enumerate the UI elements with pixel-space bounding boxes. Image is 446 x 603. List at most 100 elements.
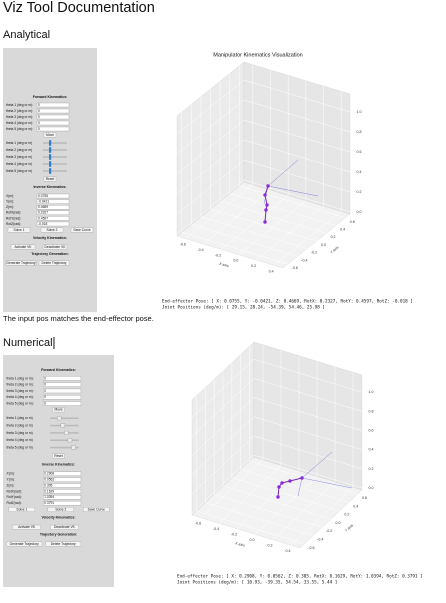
- button-label: Move: [46, 133, 54, 137]
- button-label: Solve 1: [16, 507, 27, 511]
- x-tick-label: 0.2: [251, 264, 256, 268]
- input-value: 0.4597: [38, 216, 48, 220]
- input-field[interactable]: [36, 193, 70, 199]
- slider-track[interactable]: [43, 170, 67, 172]
- button[interactable]: [6, 541, 43, 547]
- input-field[interactable]: [36, 205, 70, 210]
- button[interactable]: [38, 260, 70, 266]
- input-value: 0.3791: [44, 501, 54, 505]
- slider-track[interactable]: [43, 156, 67, 158]
- button-label: Generate Trajectory: [6, 261, 35, 265]
- slider-thumb[interactable]: [49, 140, 52, 146]
- input-field[interactable]: [42, 495, 82, 500]
- z-tick-label: 0.8: [357, 130, 362, 134]
- frame-axis: [297, 477, 303, 497]
- y-axis-label: Y axis: [329, 245, 339, 254]
- slider-label: theta 2 (deg or m): [6, 148, 32, 152]
- y-tick-label: 0.2: [344, 513, 349, 517]
- slider-track[interactable]: [50, 439, 79, 442]
- input-field[interactable]: [42, 388, 82, 394]
- input-value: 0: [38, 127, 40, 131]
- x-tick-label: -0.2: [215, 253, 221, 257]
- button[interactable]: [70, 227, 94, 233]
- robot-joint: [300, 476, 304, 480]
- slider-thumb[interactable]: [49, 161, 52, 167]
- slider-track[interactable]: [50, 417, 79, 420]
- robot-joint: [280, 481, 284, 485]
- frame-axis: [301, 477, 353, 489]
- button[interactable]: [12, 524, 41, 530]
- slider-thumb[interactable]: [49, 154, 52, 160]
- slider-track[interactable]: [43, 149, 67, 151]
- input-field[interactable]: [42, 489, 82, 494]
- slider-track[interactable]: [43, 142, 67, 144]
- input-field[interactable]: [42, 500, 82, 506]
- button[interactable]: [50, 524, 79, 530]
- input-field[interactable]: [42, 376, 82, 381]
- robot-joint: [263, 193, 267, 197]
- frame-axis: [267, 185, 319, 197]
- x-tick-label: 0.2: [268, 544, 273, 548]
- pose-text: End-effector Pose: [ X: 0.0755, Y: -0.04…: [162, 299, 413, 305]
- input-field[interactable]: [36, 216, 70, 221]
- input-field[interactable]: [42, 483, 82, 488]
- y-axis-label: Y axis: [344, 523, 354, 532]
- input-field[interactable]: [42, 477, 82, 482]
- slider-track[interactable]: [50, 446, 79, 449]
- input-field[interactable]: [36, 210, 70, 215]
- plot-title: Manipulator Kinematics Visualization: [213, 52, 302, 58]
- button[interactable]: [42, 244, 68, 250]
- input-field[interactable]: [42, 395, 82, 400]
- button-label: Delete Trajectory: [51, 542, 76, 546]
- input-field[interactable]: [42, 382, 82, 387]
- input-field[interactable]: [42, 471, 82, 476]
- button[interactable]: [52, 453, 65, 459]
- slider-track[interactable]: [43, 163, 67, 165]
- slider-thumb[interactable]: [64, 430, 69, 435]
- button[interactable]: [43, 176, 57, 182]
- button-label: Reset: [54, 454, 63, 458]
- x-tick-label: 0.4: [286, 549, 291, 553]
- grid-line: [191, 359, 255, 418]
- grid-line: [253, 397, 363, 431]
- figure: Forward Kinematics:theta 1 (deg or m): 0 t…: [3, 48, 413, 312]
- robot-joint: [265, 203, 269, 207]
- input-field[interactable]: [42, 401, 82, 406]
- grid-line: [243, 139, 351, 173]
- button[interactable]: [52, 407, 65, 413]
- button[interactable]: [83, 507, 110, 512]
- button[interactable]: [10, 244, 36, 250]
- slider-thumb[interactable]: [71, 445, 76, 450]
- input-field[interactable]: [36, 199, 70, 204]
- field-label: Y(m):: [7, 478, 15, 482]
- button[interactable]: [43, 132, 57, 138]
- slider-label: theta 5 (deg or m): [6, 169, 32, 173]
- slider-thumb[interactable]: [57, 416, 62, 421]
- input-value: 0.2908: [44, 472, 54, 476]
- y-tick-label: 0.2: [331, 235, 336, 239]
- input-field[interactable]: [36, 114, 70, 120]
- section-label: Inverse Kinematics:: [42, 462, 75, 466]
- button-label: Activate VK: [14, 245, 32, 249]
- button[interactable]: [7, 227, 31, 233]
- input-field[interactable]: [36, 108, 70, 114]
- input-value: 0: [44, 395, 46, 399]
- input-field[interactable]: [36, 102, 70, 108]
- input-field[interactable]: [36, 126, 70, 132]
- button[interactable]: [40, 227, 64, 233]
- slider-thumb[interactable]: [49, 168, 52, 174]
- button[interactable]: [47, 507, 75, 512]
- button[interactable]: [8, 507, 36, 512]
- button[interactable]: [5, 260, 37, 266]
- z-tick-label: 1.0: [357, 110, 362, 114]
- slider-thumb[interactable]: [49, 147, 52, 153]
- grid-line: [253, 454, 363, 489]
- y-tick-label: -0.4: [317, 538, 323, 542]
- input-value: 0.4669: [38, 205, 48, 209]
- input-field[interactable]: [36, 120, 70, 126]
- button[interactable]: [45, 541, 82, 547]
- slider-thumb[interactable]: [67, 438, 73, 443]
- slider-thumb[interactable]: [60, 423, 66, 428]
- input-field[interactable]: [36, 221, 70, 227]
- input-value: 0.0755: [38, 194, 48, 198]
